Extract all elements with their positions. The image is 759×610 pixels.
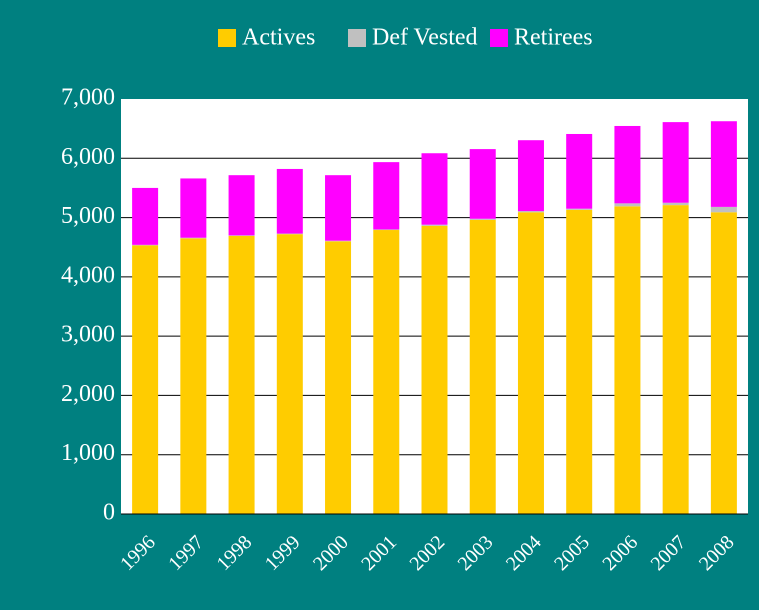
bar-segment [710, 206, 737, 213]
y-tick-label: 5,000 [61, 203, 115, 229]
legend-label: Retirees [514, 25, 593, 51]
bar-segment [662, 202, 689, 206]
bar-segment [132, 245, 159, 514]
bar-segment [180, 178, 207, 238]
bar-segment [228, 235, 255, 236]
legend-label: Def Vested [372, 25, 478, 51]
bar-segment [710, 212, 737, 514]
bar-segment [614, 203, 641, 207]
y-tick-label: 1,000 [61, 440, 115, 466]
bar-segment [566, 133, 593, 209]
y-tick-label: 2,000 [61, 381, 115, 407]
bar-segment [325, 175, 352, 241]
bar-segment [228, 175, 255, 236]
bar-segment [566, 208, 593, 210]
bar-segment [421, 225, 448, 514]
bar-segment [710, 121, 737, 207]
bar-segment [469, 218, 496, 220]
y-tick-label: 3,000 [61, 322, 115, 348]
y-tick-label: 6,000 [61, 144, 115, 170]
bar-segment [373, 230, 400, 514]
bar-segment [517, 212, 544, 514]
bar-segment [325, 241, 352, 515]
bar-segment [421, 153, 448, 225]
bar-segment [517, 140, 544, 212]
bar-segment [469, 149, 496, 219]
y-tick-label: 7,000 [61, 85, 115, 111]
legend-label: Actives [242, 25, 315, 51]
bar-segment [517, 211, 544, 213]
bar-segment [662, 205, 689, 514]
bar-segment [325, 240, 352, 242]
bar-segment [373, 229, 400, 231]
bar-segment [180, 237, 207, 239]
bar-segment [276, 168, 303, 234]
bar-segment [662, 122, 689, 203]
legend-swatch [218, 29, 236, 47]
bar-segment [180, 238, 207, 515]
bar-segment [421, 224, 448, 226]
bar-segment [132, 187, 159, 245]
bar-segment [132, 244, 159, 246]
y-tick-label: 0 [103, 500, 115, 526]
bar-segment [276, 233, 303, 235]
y-tick-label: 4,000 [61, 262, 115, 288]
legend-swatch [490, 29, 508, 47]
legend-swatch [348, 29, 366, 47]
bar-segment [469, 219, 496, 514]
bar-segment [614, 125, 641, 204]
bar-segment [228, 235, 255, 514]
bar-segment [614, 206, 641, 515]
bar-segment [566, 209, 593, 514]
bar-segment [276, 234, 303, 514]
bar-segment [373, 162, 400, 230]
